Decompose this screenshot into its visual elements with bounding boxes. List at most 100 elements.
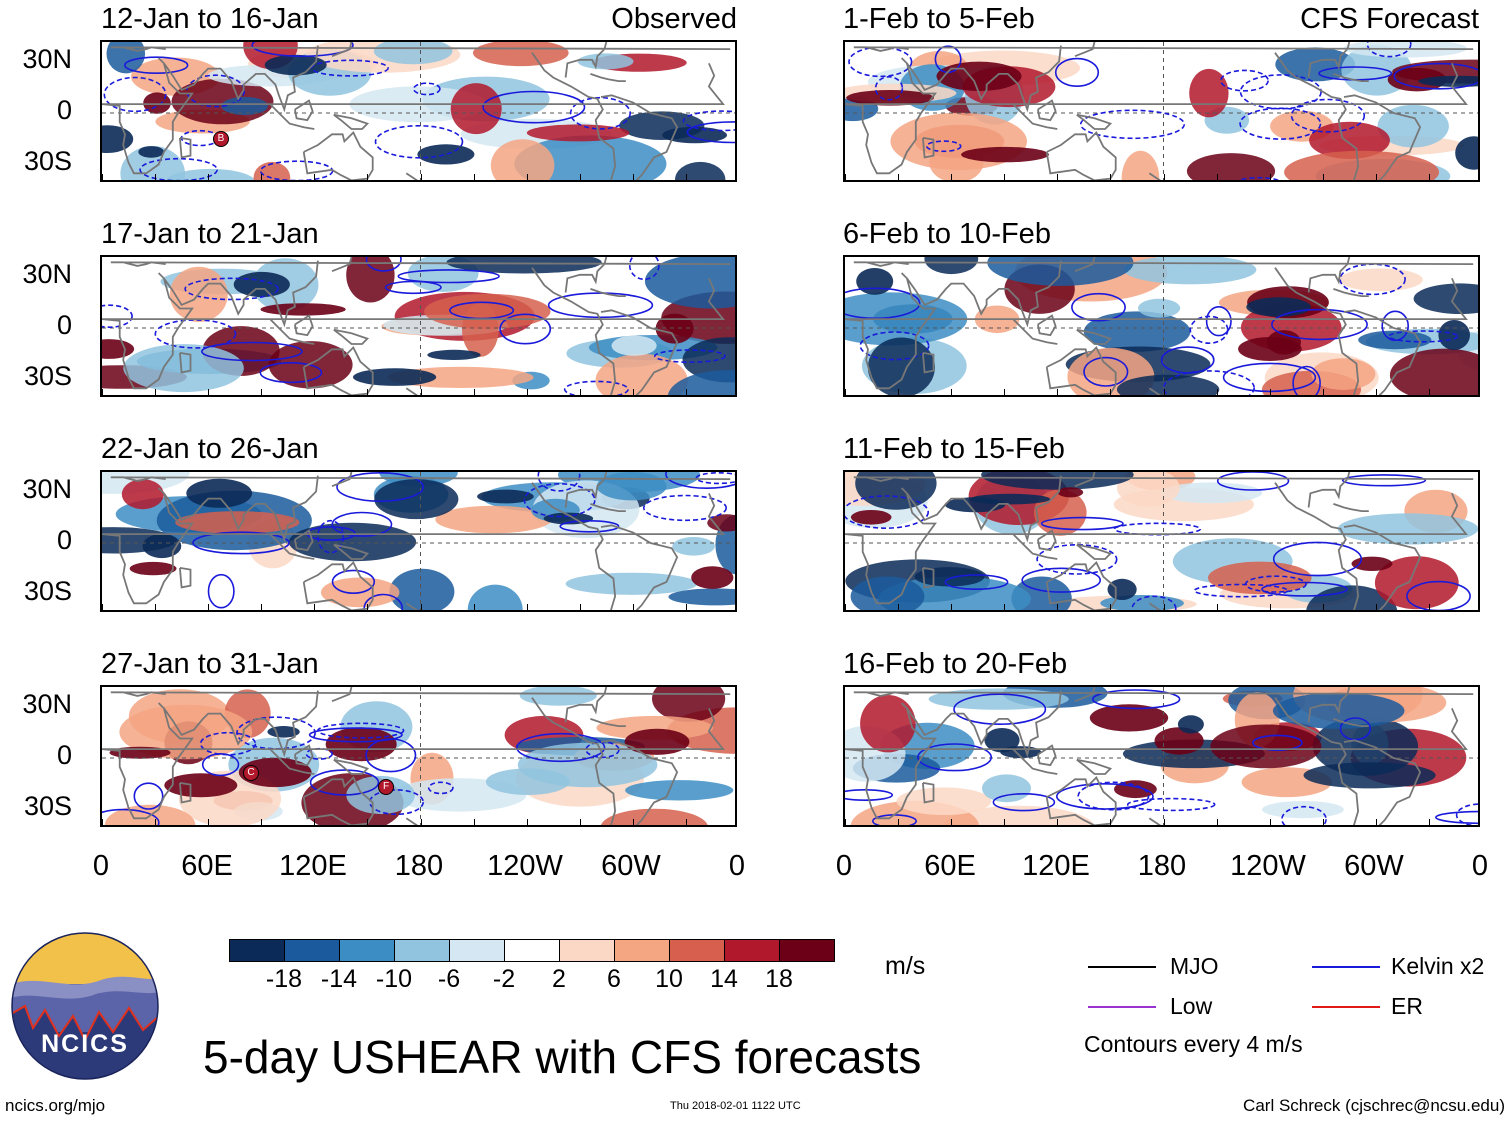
kelvin-contour xyxy=(186,74,246,108)
kelvin-contour xyxy=(192,531,290,555)
axis-tick xyxy=(367,819,369,825)
axis-tick xyxy=(951,604,953,610)
shear-anomaly-core xyxy=(662,126,727,144)
axis-tick xyxy=(367,604,369,610)
shear-anomaly-patch xyxy=(855,472,937,510)
shear-anomaly-patch xyxy=(1159,482,1263,504)
colorbar-swatch xyxy=(449,939,505,962)
storm-marker-c: C xyxy=(243,765,259,781)
footer-credit: Carl Schreck (cjschrec@ncsu.edu) xyxy=(1243,1096,1505,1115)
lon-label-120e: 120E xyxy=(279,850,347,882)
kelvin-contour xyxy=(1222,362,1317,393)
axis-tick xyxy=(898,174,900,180)
axis-tick xyxy=(898,819,900,825)
panel-title-2: 1-Feb to 5-Feb xyxy=(843,3,1035,35)
shear-anomaly-patch xyxy=(119,704,253,760)
coastline xyxy=(102,472,731,610)
axis-tick xyxy=(314,389,316,395)
axis-tick xyxy=(155,819,157,825)
shear-anomaly-core xyxy=(1154,727,1204,755)
map-field xyxy=(102,257,735,395)
axis-tick xyxy=(314,819,316,825)
axis-tick xyxy=(632,174,634,180)
axis-tick xyxy=(314,604,316,610)
colorbar-tick-label: 6 xyxy=(607,965,621,993)
shear-anomaly-core xyxy=(1238,337,1302,361)
kelvin-contour xyxy=(1131,595,1177,610)
map-panel-feb6 xyxy=(843,255,1480,397)
shear-anomaly-core xyxy=(624,728,690,755)
kelvin-contour xyxy=(1290,98,1366,133)
shear-anomaly-patch xyxy=(667,370,735,395)
map-panel-feb1 xyxy=(843,40,1480,182)
axis-tick xyxy=(367,389,369,395)
shear-anomaly-patch xyxy=(1284,150,1440,180)
coastline xyxy=(845,257,1474,395)
shear-anomaly-patch xyxy=(1377,104,1449,148)
kelvin-contour xyxy=(384,280,442,295)
kelvin-contour xyxy=(537,472,581,492)
axis-tick xyxy=(1163,819,1165,825)
kelvin-contour xyxy=(563,380,629,395)
shear-anomaly-core xyxy=(427,349,481,360)
kelvin-contour xyxy=(124,56,189,75)
kelvin-contour xyxy=(516,732,606,763)
axis-tick xyxy=(526,604,528,610)
kelvin-contour xyxy=(523,483,596,518)
shear-anomaly-core xyxy=(1177,715,1204,734)
axis-tick xyxy=(155,174,157,180)
axis-tick xyxy=(1428,819,1430,825)
shear-anomaly-core xyxy=(238,757,312,788)
axis-tick xyxy=(473,389,475,395)
lon-label-120w: 120W xyxy=(487,850,563,882)
axis-tick xyxy=(898,604,900,610)
axis-tick xyxy=(579,174,581,180)
colorbar-swatch xyxy=(504,939,560,962)
footer-url[interactable]: ncics.org/mjo xyxy=(5,1096,106,1115)
shear-anomaly-patch xyxy=(346,775,415,815)
shear-anomaly-core xyxy=(353,368,437,386)
kelvin-contour xyxy=(412,82,441,96)
shear-anomaly-patch xyxy=(924,257,979,275)
shear-anomaly-core xyxy=(233,271,290,298)
axis-tick xyxy=(1428,389,1430,395)
kelvin-contour xyxy=(308,727,403,743)
colorbar-units: m/s xyxy=(885,952,926,980)
coastline xyxy=(102,42,731,180)
axis-tick xyxy=(579,389,581,395)
axis-tick xyxy=(898,389,900,395)
axis-tick xyxy=(155,604,157,610)
lat-label-30s: 30S xyxy=(23,146,72,176)
shear-anomaly-patch xyxy=(595,353,688,395)
axis-tick xyxy=(526,174,528,180)
axis-tick xyxy=(1216,389,1218,395)
shear-anomaly-patch xyxy=(668,588,735,606)
kelvin-contour xyxy=(845,789,894,801)
colorbar-swatch xyxy=(779,939,835,962)
shear-anomaly-core xyxy=(691,566,734,589)
legend-line-low xyxy=(1088,1006,1156,1008)
kelvin-contour xyxy=(1455,803,1478,825)
shear-anomaly-patch xyxy=(1116,374,1220,395)
shear-anomaly-patch xyxy=(1121,150,1160,180)
axis-tick xyxy=(1110,389,1112,395)
axis-tick xyxy=(1375,389,1377,395)
colorbar-swatch xyxy=(284,939,340,962)
shear-anomaly-patch xyxy=(577,53,634,70)
shear-anomaly-patch xyxy=(374,479,459,520)
axis-tick xyxy=(473,604,475,610)
kelvin-contour xyxy=(1077,781,1150,811)
axis-tick xyxy=(1269,819,1271,825)
shear-anomaly-patch xyxy=(1186,153,1276,180)
shear-anomaly-patch xyxy=(1389,348,1478,395)
shear-anomaly-patch xyxy=(485,768,570,795)
kelvin-contour xyxy=(200,341,303,362)
lon-label-60w: 60W xyxy=(601,850,661,882)
shear-anomaly-core xyxy=(856,268,894,295)
lat-label-0: 0 xyxy=(56,525,72,555)
legend-label-er: ER xyxy=(1391,993,1423,1019)
kelvin-contour xyxy=(207,573,235,609)
lon-label-0: 0 xyxy=(1471,850,1489,882)
map-field xyxy=(102,42,735,180)
shear-anomaly-patch xyxy=(1312,716,1419,776)
